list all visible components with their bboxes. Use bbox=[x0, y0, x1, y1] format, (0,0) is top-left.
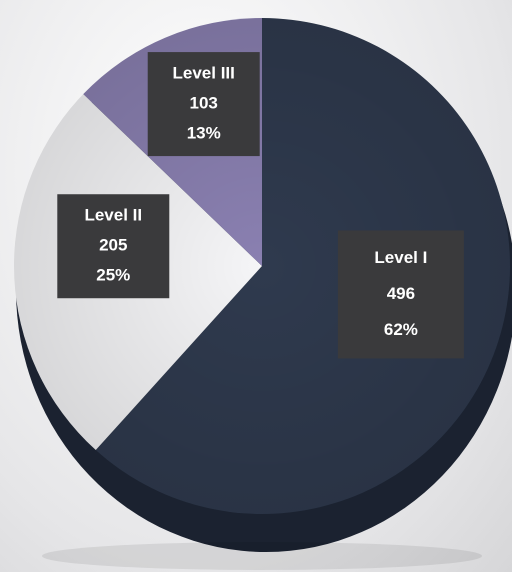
value-label: 205 bbox=[99, 236, 127, 255]
percent-label: 25% bbox=[96, 266, 130, 285]
percent-label: 13% bbox=[187, 124, 221, 143]
category-label: Level II bbox=[84, 206, 142, 225]
label-box bbox=[337, 230, 464, 359]
category-label: Level III bbox=[173, 64, 235, 83]
percent-label: 62% bbox=[384, 320, 418, 339]
data-label: Level III 103 13% bbox=[147, 52, 260, 157]
label-box bbox=[147, 52, 260, 157]
labels: Level I 496 62% Level II 205 25% Level III 103 1… bbox=[57, 52, 464, 359]
label-box bbox=[57, 194, 170, 299]
category-label: Level I bbox=[374, 248, 427, 267]
value-label: 496 bbox=[387, 284, 415, 303]
data-label: Level I 496 62% bbox=[337, 230, 464, 359]
pie-shadow bbox=[42, 542, 482, 570]
value-label: 103 bbox=[190, 94, 218, 113]
data-label: Level II 205 25% bbox=[57, 194, 170, 299]
